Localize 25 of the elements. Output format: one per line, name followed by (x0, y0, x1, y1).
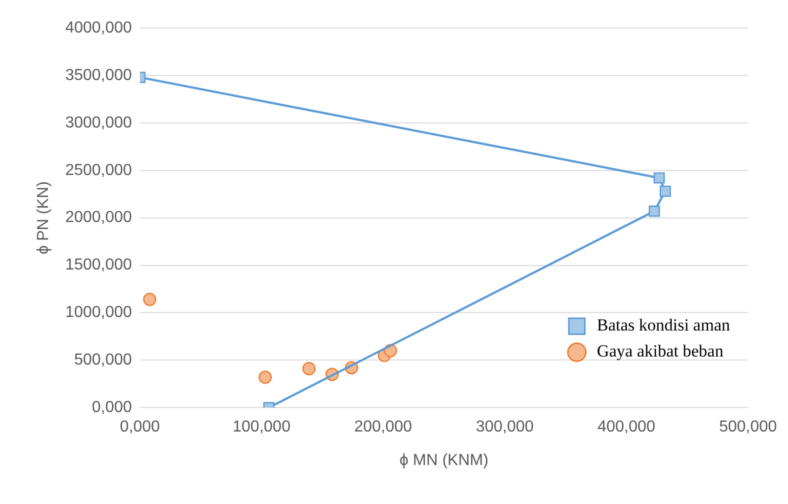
y-tick-label: 0,000 (92, 399, 132, 416)
y-tick-label: 1000,000 (65, 304, 132, 322)
point (302, 362, 316, 376)
x-tick-label: 100,000 (232, 418, 291, 436)
x-tick-label: 400,000 (597, 418, 656, 436)
y-tick-label: 500,000 (74, 352, 132, 369)
y-axis-title: ϕ PN (KN) (35, 181, 52, 254)
legend-label: Batas kondisi aman (596, 316, 730, 335)
x-tick-label: 200,000 (354, 418, 412, 436)
point (654, 172, 665, 184)
point (648, 206, 660, 217)
x-axis-title: ϕ MN (KNM) (399, 452, 488, 469)
legend-label: Gaya akibat beban (596, 342, 724, 361)
x-tick-label: 500,000 (719, 418, 778, 436)
y-tick-label: 3000,000 (65, 114, 132, 132)
point (143, 292, 156, 306)
y-tick-label: 3500,000 (65, 66, 132, 84)
y-tick-label: 2500,000 (65, 162, 132, 179)
y-tick-label: 4000,000 (65, 19, 132, 36)
y-tick-label: 2000,000 (65, 209, 132, 226)
x-tick-label: 0,000 (120, 418, 160, 436)
x-tick-label: 300,000 (476, 418, 534, 436)
point (258, 370, 272, 384)
y-tick-label: 1500,000 (65, 256, 132, 274)
point (660, 186, 671, 197)
